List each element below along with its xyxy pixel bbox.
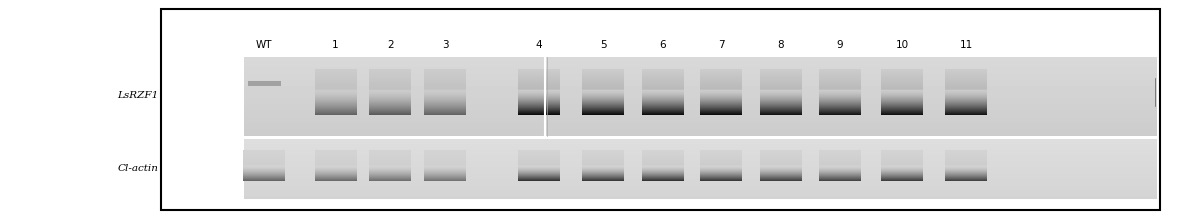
Text: 6: 6 xyxy=(659,40,666,50)
Text: 1: 1 xyxy=(332,40,339,50)
Text: Cl-actin: Cl-actin xyxy=(118,164,158,173)
Bar xyxy=(248,81,281,86)
Text: 5: 5 xyxy=(600,40,607,50)
Text: 8: 8 xyxy=(777,40,784,50)
Text: 7: 7 xyxy=(718,40,725,50)
Text: WT: WT xyxy=(256,40,273,50)
Text: 4: 4 xyxy=(536,40,543,50)
Text: 9: 9 xyxy=(837,40,844,50)
Bar xyxy=(161,9,1160,210)
Text: LsRZF1: LsRZF1 xyxy=(117,91,158,100)
Text: 11: 11 xyxy=(959,40,973,50)
Text: 10: 10 xyxy=(895,40,909,50)
Text: 3: 3 xyxy=(441,40,449,50)
Text: 2: 2 xyxy=(387,40,394,50)
